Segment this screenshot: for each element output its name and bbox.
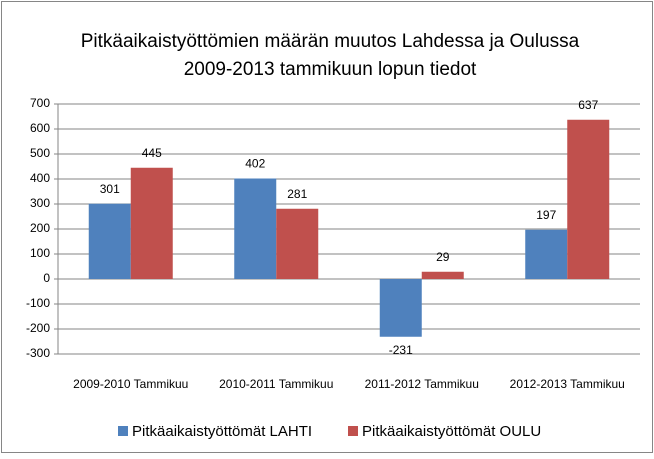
y-tick-label: 200 <box>30 221 50 235</box>
data-label: 445 <box>142 146 162 160</box>
y-tick-label: -300 <box>26 346 50 360</box>
y-tick-label: 0 <box>43 271 50 285</box>
x-tick-label: 2010-2011 Tammikuu <box>219 377 333 391</box>
y-tick-label: 300 <box>30 196 50 210</box>
bar <box>379 279 422 337</box>
data-label: 301 <box>100 182 120 196</box>
y-tick-label: 100 <box>30 246 50 260</box>
x-tick-label: 2012-2013 Tammikuu <box>510 377 625 391</box>
data-label: 29 <box>436 250 450 264</box>
bar <box>567 119 610 279</box>
y-tick-label: -100 <box>26 296 50 310</box>
chart-title: 2009-2013 tammikuun lopun tiedot <box>184 59 477 80</box>
y-tick-label: 400 <box>30 171 50 185</box>
bar <box>234 178 277 279</box>
legend-swatch <box>348 426 358 436</box>
data-label: 402 <box>245 157 265 171</box>
y-tick-label: 500 <box>30 146 50 160</box>
bar <box>525 229 568 279</box>
data-label: 281 <box>287 187 307 201</box>
y-tick-label: 700 <box>30 96 50 110</box>
legend-swatch <box>118 426 128 436</box>
bar <box>130 167 173 279</box>
bar <box>88 203 131 279</box>
bar <box>421 271 464 279</box>
bar <box>276 208 319 279</box>
legend-label: Pitkäaikaistyöttömät OULU <box>362 423 541 440</box>
data-label: -231 <box>389 343 413 357</box>
y-tick-label: 600 <box>30 121 50 135</box>
y-tick-label: -200 <box>26 321 50 335</box>
x-tick-label: 2009-2010 Tammikuu <box>73 377 188 391</box>
chart-title: Pitkäaikaistyöttömien määrän muutos Lahd… <box>81 31 580 52</box>
data-label: 637 <box>578 98 598 112</box>
data-label: 197 <box>536 208 556 222</box>
legend-label: Pitkäaikaistyöttömät LAHTI <box>132 423 312 440</box>
x-tick-label: 2011-2012 Tammikuu <box>365 377 479 391</box>
